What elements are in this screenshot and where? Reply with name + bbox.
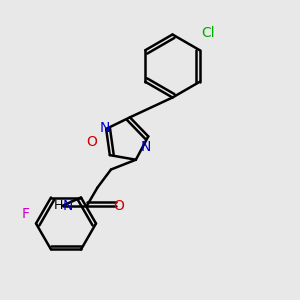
Text: H: H bbox=[54, 199, 63, 212]
Text: N: N bbox=[62, 199, 73, 212]
Text: Cl: Cl bbox=[202, 26, 215, 40]
Text: N: N bbox=[140, 140, 151, 154]
Text: O: O bbox=[86, 136, 97, 149]
Text: O: O bbox=[113, 199, 124, 212]
Text: F: F bbox=[22, 208, 29, 221]
Text: N: N bbox=[99, 121, 110, 134]
